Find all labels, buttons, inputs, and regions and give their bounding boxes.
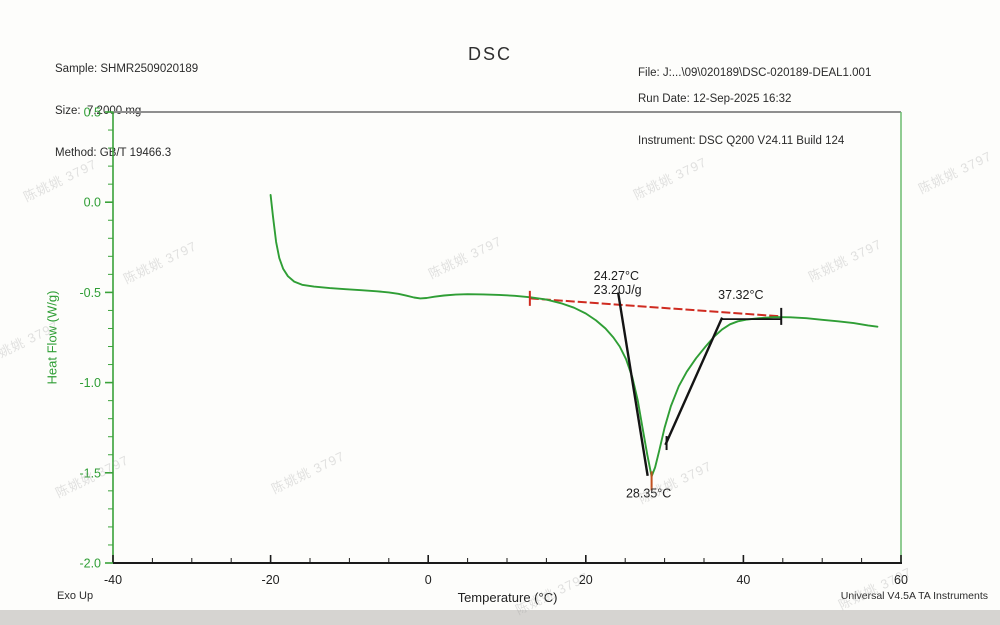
scan-edge-strip — [0, 610, 1000, 625]
run-info-block: Run Date: 12-Sep-2025 16:32 Instrument: … — [638, 64, 844, 176]
y-tick-label: 0.5 — [84, 106, 101, 120]
onset-label: 24.27°C 23.20J/g — [594, 269, 642, 297]
instrument-line: Instrument: DSC Q200 V24.11 Build 124 — [638, 135, 845, 147]
onset-tangent — [616, 292, 649, 477]
y-tick-label: -2.0 — [79, 557, 101, 571]
dsc-curve — [269, 194, 879, 478]
y-tick-label: -0.5 — [79, 286, 101, 300]
y-tick-label: -1.0 — [79, 376, 101, 390]
x-tick-label: -20 — [262, 573, 280, 587]
y-axis-title: Heat Flow (W/g) — [44, 290, 60, 385]
page-title: DSC — [467, 44, 512, 64]
sample-line: Sample: SHMR2509020189 — [55, 63, 199, 75]
y-tick-label: -1.5 — [79, 466, 101, 480]
x-tick-label: 0 — [425, 573, 432, 587]
software-credit: Universal V4.5A TA Instruments — [840, 590, 988, 602]
run-date-line: Run Date: 12-Sep-2025 16:32 — [638, 93, 792, 105]
file-info-block: File: J:...\09\020189\DSC-020189-DEAL1.0… — [638, 38, 871, 108]
file-line: File: J:...\09\020189\DSC-020189-DEAL1.0… — [638, 67, 872, 79]
integration-baseline — [529, 297, 782, 318]
x-axis-title: Temperature (°C) — [457, 590, 558, 605]
end-tangent — [664, 317, 724, 446]
y-tick-label: 0.0 — [84, 196, 101, 210]
exo-up-label: Exo Up — [57, 590, 94, 602]
end-label: 37.32°C — [718, 288, 763, 302]
peak-label: 28.35°C — [626, 486, 671, 500]
x-tick-label: 40 — [736, 573, 750, 587]
x-tick-label: 60 — [894, 573, 908, 587]
x-tick-label: -40 — [104, 573, 122, 587]
x-tick-label: 20 — [579, 573, 593, 587]
